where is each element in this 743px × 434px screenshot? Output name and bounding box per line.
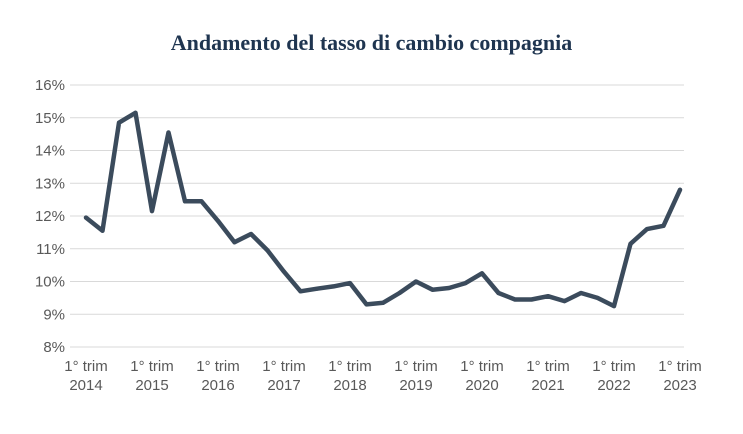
data-point	[183, 199, 187, 204]
data-series	[83, 110, 683, 309]
data-point	[645, 227, 649, 232]
x-tick-label-quarter: 1° trim	[262, 358, 306, 375]
data-point	[414, 279, 418, 284]
x-tick-label-quarter: 1° trim	[328, 358, 372, 375]
x-tick-label-quarter: 1° trim	[526, 358, 570, 375]
data-point	[661, 223, 666, 228]
y-tick-label: 12%	[35, 208, 65, 225]
y-tick-label: 15%	[35, 110, 65, 127]
data-point	[100, 228, 105, 233]
x-tick-label-year: 2023	[663, 377, 696, 394]
data-point	[298, 289, 303, 294]
data-point	[117, 120, 121, 125]
series-line	[83, 110, 683, 309]
x-tick-label-quarter: 1° trim	[64, 358, 108, 375]
x-tick-label-year: 2020	[465, 377, 498, 394]
x-tick-label-quarter: 1° trim	[196, 358, 240, 375]
y-tick-label: 13%	[35, 175, 65, 192]
data-point	[216, 218, 220, 223]
x-tick-label-year: 2021	[531, 377, 564, 394]
y-tick-label: 11%	[36, 241, 65, 258]
data-point	[315, 286, 319, 291]
data-point	[265, 248, 270, 253]
x-tick-label-year: 2016	[201, 377, 234, 394]
data-point	[463, 281, 468, 286]
data-point	[249, 232, 253, 237]
x-tick-label-year: 2019	[399, 377, 432, 394]
chart-title: Andamento del tasso di cambio compagnia	[170, 30, 573, 55]
data-point	[595, 295, 600, 300]
x-axis-tick-labels: 1° trim 2014 1° trim 2015 1° trim 2016 1° trim…	[64, 358, 702, 394]
data-point	[612, 304, 616, 309]
y-tick-label: 14%	[35, 143, 65, 160]
gridlines	[70, 84, 684, 348]
data-point	[529, 297, 534, 302]
x-tick-label-quarter: 1° trim	[592, 358, 636, 375]
data-point	[199, 199, 204, 204]
data-point	[496, 290, 501, 295]
x-tick-label-quarter: 1° trim	[460, 358, 504, 375]
x-tick-label-year: 2014	[69, 377, 102, 394]
x-tick-label-quarter: 1° trim	[130, 358, 174, 375]
y-axis-tick-labels: 16% 15% 14% 13% 12% 11% 10% 9% 8%	[35, 77, 65, 356]
x-tick-label-year: 2018	[333, 377, 366, 394]
x-tick-label-year: 2017	[267, 377, 300, 394]
x-tick-label-year: 2022	[597, 377, 630, 394]
data-point	[84, 215, 88, 220]
data-point	[579, 290, 583, 295]
data-point	[628, 241, 633, 246]
y-tick-label: 9%	[43, 306, 65, 323]
data-point	[166, 130, 171, 135]
data-point	[364, 302, 369, 307]
x-tick-label-quarter: 1° trim	[394, 358, 438, 375]
data-point	[447, 286, 451, 291]
data-point	[430, 287, 435, 292]
data-point	[150, 209, 154, 214]
data-point	[562, 299, 567, 304]
data-point	[282, 269, 286, 274]
data-point	[133, 110, 138, 115]
y-tick-label: 16%	[35, 77, 65, 94]
data-point	[480, 271, 484, 276]
data-point	[513, 297, 517, 302]
y-tick-label: 8%	[43, 339, 65, 356]
x-tick-label-year: 2015	[135, 377, 168, 394]
y-tick-label: 10%	[35, 274, 65, 291]
data-point	[381, 300, 385, 305]
data-point	[331, 284, 336, 289]
data-point	[397, 290, 402, 295]
data-point	[678, 187, 682, 192]
data-point	[546, 294, 550, 299]
data-point	[232, 240, 237, 245]
data-point	[348, 281, 352, 286]
x-tick-label-quarter: 1° trim	[658, 358, 702, 375]
